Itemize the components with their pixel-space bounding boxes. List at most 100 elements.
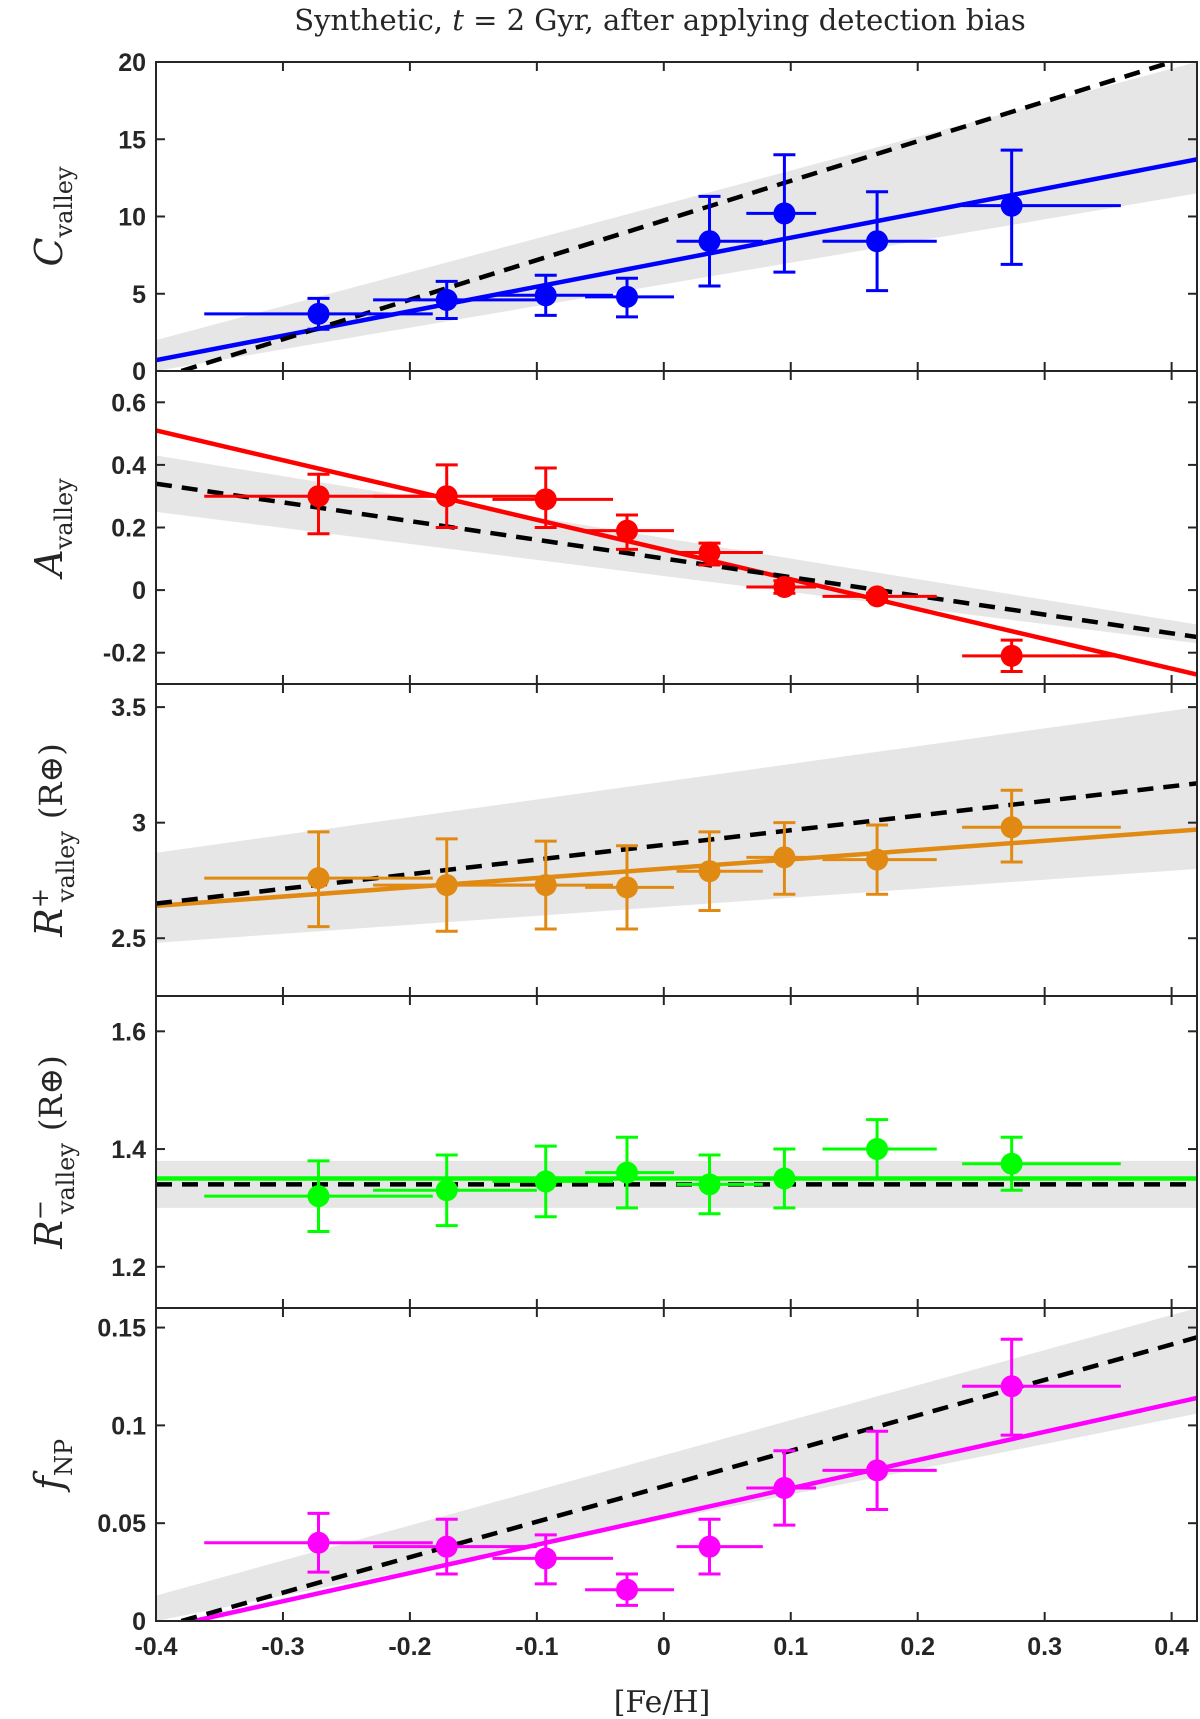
data-point-7 bbox=[822, 823, 937, 896]
data-marker bbox=[773, 846, 796, 869]
y-tick-label: 1.4 bbox=[111, 1136, 146, 1164]
y-tick-label: 0 bbox=[132, 577, 146, 605]
data-marker bbox=[307, 302, 330, 325]
data-marker bbox=[866, 848, 889, 871]
x-tick-label: 0.1 bbox=[773, 1633, 808, 1661]
data-point-5 bbox=[676, 541, 763, 567]
data-point-4 bbox=[585, 844, 674, 931]
data-marker bbox=[698, 230, 721, 253]
data-point-6 bbox=[746, 1147, 817, 1210]
data-marker bbox=[866, 1459, 889, 1482]
data-marker bbox=[307, 1531, 330, 1554]
data-point-2 bbox=[373, 1517, 537, 1576]
data-point-8 bbox=[962, 1337, 1121, 1437]
dashed-line bbox=[156, 481, 1197, 640]
data-marker bbox=[534, 488, 557, 511]
confidence-band bbox=[156, 62, 1197, 371]
data-marker bbox=[1000, 816, 1023, 839]
data-point-8 bbox=[962, 148, 1121, 266]
data-marker bbox=[698, 860, 721, 883]
data-marker bbox=[615, 1161, 638, 1184]
data-marker bbox=[615, 519, 638, 542]
data-point-1 bbox=[204, 1511, 433, 1574]
x-tick-label: 0 bbox=[657, 1633, 671, 1661]
data-marker bbox=[435, 1179, 458, 1202]
data-point-6 bbox=[746, 821, 817, 896]
data-point-5 bbox=[676, 1517, 763, 1576]
fit-line bbox=[156, 157, 1197, 363]
figure-title: Synthetic, t = 2 Gyr, after applying det… bbox=[294, 3, 1026, 37]
y-axis-label-unit: (R⊕) bbox=[32, 743, 70, 819]
y-axis-label-main: R bbox=[27, 908, 71, 938]
data-point-4 bbox=[585, 1135, 674, 1210]
panels: 0 5 10 15 20 Cvalley -0.2 0 0.2 0.4 0.6 Avalley 2.5 3… bbox=[26, 49, 1198, 1661]
data-marker bbox=[534, 1547, 557, 1570]
data-marker bbox=[773, 1476, 796, 1499]
data-marker bbox=[1000, 194, 1023, 217]
y-tick-label: 0 bbox=[132, 1608, 146, 1636]
y-axis-label-main: A bbox=[27, 549, 71, 579]
data-point-2 bbox=[373, 463, 537, 529]
y-axis-label-sub: valley bbox=[52, 831, 80, 903]
data-point-1 bbox=[204, 1159, 433, 1233]
data-marker bbox=[1000, 1375, 1023, 1398]
x-tick-label: -0.2 bbox=[388, 1633, 431, 1661]
dashed-line bbox=[156, 781, 1197, 906]
plot-area bbox=[156, 707, 1197, 943]
y-tick-label: 20 bbox=[118, 49, 146, 77]
y-axis-label-sub: NP bbox=[50, 1439, 78, 1476]
y-axis-label-sub: valley bbox=[50, 166, 78, 238]
y-tick-label: 5 bbox=[132, 281, 146, 309]
confidence-band bbox=[156, 1308, 1197, 1621]
x-tick-label: 0.2 bbox=[900, 1633, 935, 1661]
data-point-3 bbox=[492, 466, 614, 529]
data-point-4 bbox=[585, 276, 674, 319]
data-point-5 bbox=[676, 830, 763, 912]
y-tick-label: 0 bbox=[132, 358, 146, 386]
y-axis-label: fNP bbox=[27, 1439, 78, 1493]
fit-line bbox=[193, 1395, 1197, 1621]
y-tick-label: 3.5 bbox=[111, 694, 146, 722]
data-marker bbox=[615, 285, 638, 308]
y-axis-label: R−valley (R⊕) bbox=[26, 1055, 80, 1250]
data-point-4 bbox=[585, 513, 674, 551]
data-marker bbox=[435, 485, 458, 508]
data-marker bbox=[773, 575, 796, 598]
data-marker bbox=[435, 288, 458, 311]
data-point-4 bbox=[585, 1572, 674, 1607]
data-point-1 bbox=[204, 296, 433, 331]
data-point-3 bbox=[492, 839, 614, 931]
y-axis-label: Avalley bbox=[27, 478, 78, 580]
panel-R_plus_valley: 2.5 3 3.5 R+valley (R⊕) bbox=[26, 683, 1198, 997]
y-tick-label: 0.6 bbox=[111, 389, 146, 417]
data-point-8 bbox=[962, 1135, 1121, 1192]
data-point-3 bbox=[492, 273, 614, 317]
data-marker bbox=[1000, 1152, 1023, 1175]
data-marker bbox=[435, 874, 458, 897]
data-marker bbox=[773, 1167, 796, 1190]
data-point-6 bbox=[746, 575, 817, 598]
data-point-2 bbox=[373, 279, 537, 320]
data-marker bbox=[866, 585, 889, 608]
data-point-7 bbox=[822, 1429, 937, 1511]
y-tick-label: 0.05 bbox=[97, 1510, 146, 1538]
x-tick-label: -0.1 bbox=[515, 1633, 558, 1661]
data-marker bbox=[866, 230, 889, 253]
data-point-7 bbox=[822, 190, 937, 293]
data-marker bbox=[615, 1578, 638, 1601]
y-axis-label-sup: + bbox=[26, 888, 54, 908]
panel-frame bbox=[155, 995, 1198, 1309]
data-marker bbox=[307, 485, 330, 508]
y-tick-label: 1.2 bbox=[111, 1254, 146, 1282]
y-tick-label: 15 bbox=[118, 126, 146, 154]
panel-A_valley: -0.2 0 0.2 0.4 0.6 Avalley bbox=[27, 370, 1198, 685]
x-tick-label: 0.3 bbox=[1027, 1633, 1062, 1661]
data-marker bbox=[866, 1138, 889, 1161]
data-point-6 bbox=[746, 1449, 817, 1527]
y-axis-label: Cvalley bbox=[27, 166, 78, 267]
data-point-6 bbox=[746, 153, 817, 274]
data-marker bbox=[534, 874, 557, 897]
plot-area bbox=[156, 428, 1197, 677]
y-tick-label: -0.2 bbox=[103, 640, 146, 668]
